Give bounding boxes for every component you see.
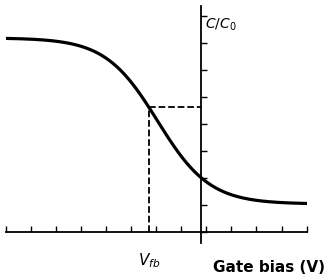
Text: Gate bias (V): Gate bias (V): [213, 260, 325, 275]
Text: $V_{fb}$: $V_{fb}$: [138, 251, 160, 270]
Text: $C/C_0$: $C/C_0$: [205, 16, 237, 33]
